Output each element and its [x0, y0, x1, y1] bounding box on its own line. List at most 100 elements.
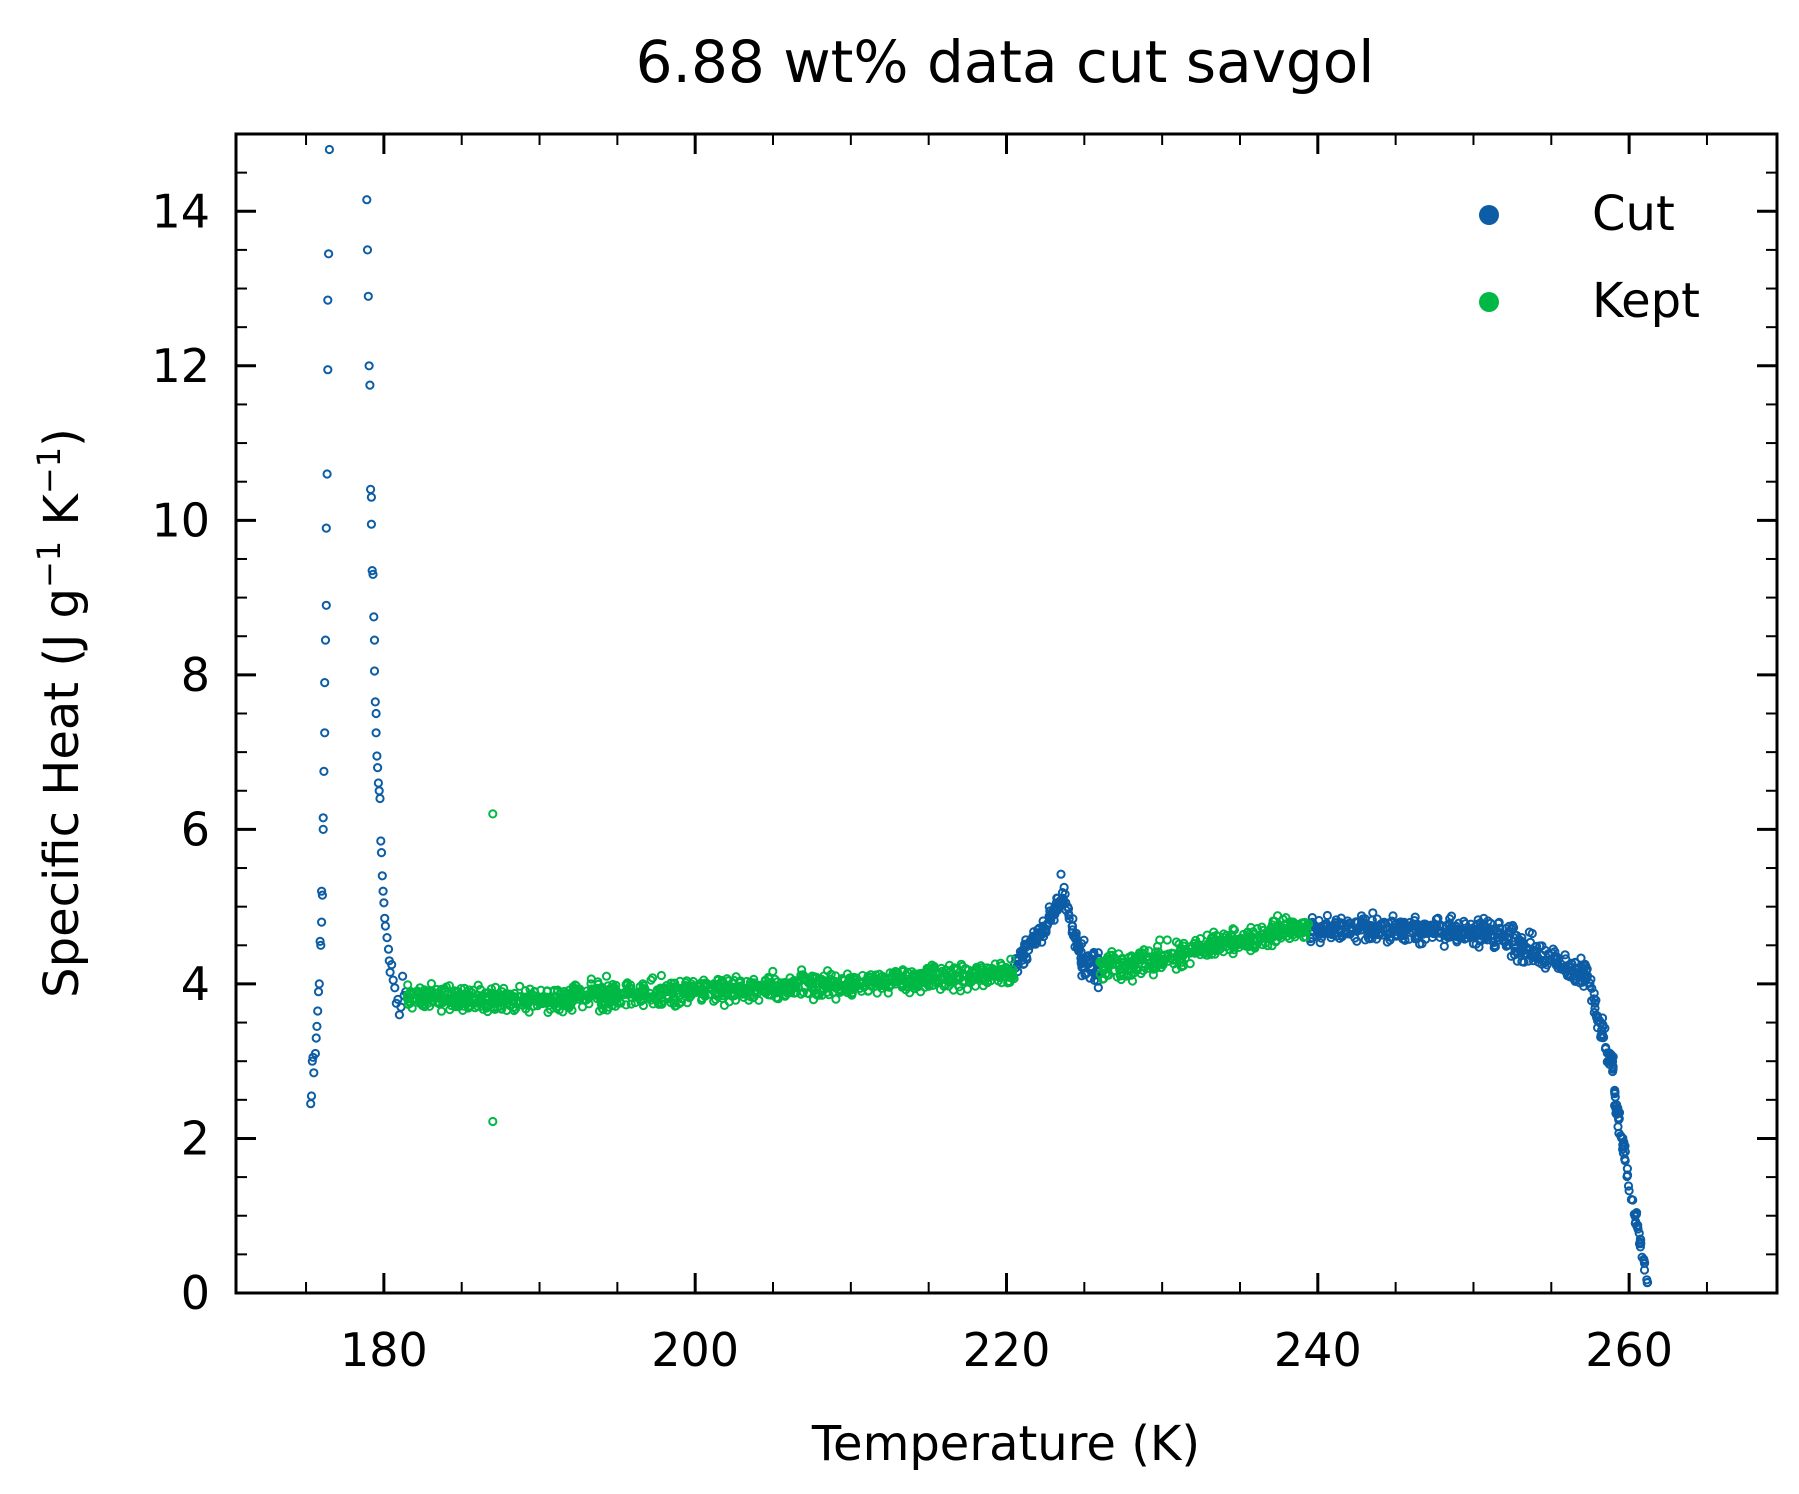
- data-point-cut: [324, 144, 334, 155]
- data-point-kept: [612, 994, 622, 1004]
- data-point-cut: [367, 566, 377, 576]
- data-point-cut: [1608, 1066, 1618, 1077]
- data-point-kept: [568, 984, 579, 994]
- data-point-kept: [763, 972, 774, 982]
- data-point-cut: [1395, 917, 1405, 928]
- y-axis-label-main: Specific Heat (J g: [34, 588, 90, 998]
- data-point-kept: [956, 986, 966, 996]
- data-point-kept: [928, 963, 938, 973]
- data-point-cut: [1525, 937, 1536, 947]
- data-point-cut: [1581, 965, 1591, 975]
- data-point-cut: [1506, 951, 1516, 961]
- data-point-cut: [1530, 948, 1540, 958]
- data-point-cut: [1350, 933, 1360, 943]
- legend-label-kept: Kept: [1592, 273, 1700, 329]
- data-point-kept: [760, 985, 770, 996]
- data-point-kept: [944, 974, 954, 984]
- data-point-kept: [423, 990, 433, 1000]
- data-point-kept: [1211, 939, 1221, 949]
- data-point-cut: [1540, 963, 1551, 973]
- data-point-kept: [670, 1001, 680, 1011]
- data-point-kept: [855, 983, 865, 994]
- data-point-kept: [675, 976, 685, 987]
- data-point-kept: [771, 993, 782, 1003]
- data-point-kept: [866, 970, 876, 980]
- data-point-kept: [722, 974, 732, 984]
- data-point-kept: [1144, 946, 1154, 956]
- data-point-kept: [755, 985, 765, 995]
- data-point-cut: [1056, 869, 1066, 879]
- y-tick-label: 0: [181, 1266, 210, 1320]
- data-point-kept: [710, 989, 720, 1000]
- x-tick-label: 200: [651, 1323, 739, 1377]
- data-point-kept: [530, 986, 540, 997]
- data-point-cut: [376, 836, 386, 846]
- data-point-kept: [648, 993, 658, 1003]
- data-point-kept: [1202, 942, 1212, 952]
- data-point-cut: [318, 824, 328, 835]
- data-point-kept: [1300, 927, 1310, 937]
- data-point-cut: [1587, 983, 1597, 994]
- data-point-kept: [913, 979, 923, 989]
- data-point-kept: [898, 965, 908, 975]
- data-point-cut: [1414, 931, 1424, 942]
- data-point-cut: [377, 871, 387, 881]
- data-point-cut: [1489, 925, 1499, 935]
- data-point-kept: [881, 975, 891, 986]
- x-tick-label: 240: [1274, 1323, 1362, 1377]
- data-point-kept: [789, 975, 799, 986]
- data-point-cut: [1565, 963, 1575, 973]
- x-axis-label: Temperature (K): [811, 1416, 1200, 1472]
- data-point-cut: [1632, 1208, 1642, 1218]
- data-point-cut: [369, 612, 379, 622]
- data-point-cut: [1499, 936, 1509, 946]
- data-point-cut: [1322, 910, 1333, 921]
- data-point-cut: [1025, 941, 1035, 951]
- data-point-cut: [1608, 1063, 1618, 1073]
- data-point-kept: [690, 987, 700, 998]
- data-point-kept: [965, 976, 975, 986]
- data-point-cut: [1623, 1181, 1634, 1191]
- data-point-kept: [897, 978, 907, 988]
- data-point-kept: [1099, 974, 1109, 984]
- data-point-kept: [627, 987, 637, 997]
- data-point-kept: [879, 973, 889, 983]
- y-axis-label-exp2: −1: [30, 447, 68, 494]
- data-point-cut: [1412, 933, 1422, 944]
- y-axis-label-mid: K: [34, 493, 90, 541]
- data-point-kept: [1006, 954, 1016, 964]
- data-point-kept: [1273, 920, 1283, 930]
- data-point-cut: [1635, 1237, 1645, 1247]
- data-point-cut: [1430, 919, 1440, 929]
- data-point-cut: [378, 886, 388, 896]
- data-point-cut: [369, 635, 380, 645]
- x-tick-label: 260: [1585, 1323, 1673, 1377]
- data-point-cut: [1468, 931, 1479, 941]
- data-point-kept: [893, 970, 904, 980]
- data-point-cut: [1620, 1154, 1630, 1164]
- data-point-cut: [1610, 1089, 1620, 1099]
- data-point-cut: [323, 365, 333, 375]
- data-point-cut: [364, 361, 374, 371]
- data-point-cut: [320, 635, 331, 645]
- data-point-cut: [383, 944, 394, 954]
- data-point-kept: [652, 985, 662, 995]
- data-point-kept: [473, 980, 483, 990]
- data-point-kept: [1185, 959, 1195, 969]
- data-point-cut: [1057, 888, 1068, 898]
- data-point-kept: [601, 971, 612, 981]
- data-point-kept: [1097, 958, 1107, 968]
- data-point-kept: [831, 994, 841, 1004]
- data-point-kept: [921, 974, 931, 984]
- data-point-cut: [319, 766, 329, 777]
- data-point-kept: [482, 995, 492, 1006]
- data-point-cut: [1642, 1278, 1652, 1288]
- y-tick-label: 2: [181, 1111, 210, 1165]
- data-point-cut: [307, 1056, 317, 1066]
- data-point-kept: [996, 958, 1006, 968]
- data-point-cut: [1611, 1104, 1621, 1114]
- data-point-cut: [317, 886, 327, 896]
- data-point-kept: [497, 1004, 507, 1014]
- data-point-kept: [1229, 935, 1239, 946]
